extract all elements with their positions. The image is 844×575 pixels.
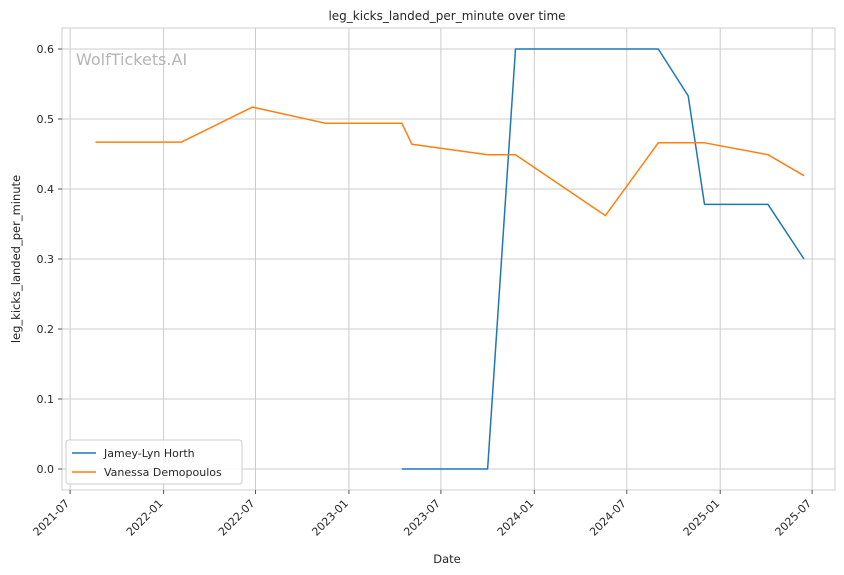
x-tick-label: 2022-07 [216, 497, 258, 539]
x-tick-label: 2024-01 [495, 497, 537, 539]
x-tick-labels: 2021-07 2022-01 2022-07 2023-01 2023-07 2024-… [31, 490, 815, 539]
legend-label-series-1: Vanessa Demopoulos [104, 466, 222, 479]
legend-box [65, 439, 243, 485]
series-layer [95, 48, 805, 470]
chart-title: leg_kicks_landed_per_minute over time [328, 9, 565, 23]
x-tick-label: 2023-07 [401, 497, 443, 539]
y-tick-label: 0.2 [37, 323, 55, 336]
x-tick-label: 2025-01 [681, 497, 723, 539]
x-tick-label: 2024-07 [587, 497, 629, 539]
y-tick-labels: 0.0 0.1 0.2 0.3 0.4 0.5 0.6 [37, 43, 62, 476]
y-tick-label: 0.1 [37, 393, 55, 406]
x-axis-label: Date [433, 552, 461, 566]
x-tick-label: 2022-01 [124, 497, 166, 539]
x-tick-label: 2025-07 [773, 497, 815, 539]
y-tick-label: 0.6 [37, 43, 55, 56]
y-tick-label: 0.5 [37, 113, 55, 126]
x-tick-label: 2023-01 [309, 497, 351, 539]
legend-label-series-0: Jamey-Lyn Horth [103, 447, 195, 460]
y-tick-label: 0.3 [37, 253, 55, 266]
watermark: WolfTickets.AI [76, 50, 187, 69]
y-tick-label: 0.0 [37, 463, 55, 476]
y-tick-label: 0.4 [37, 183, 55, 196]
x-tick-label: 2021-07 [31, 497, 73, 539]
series-line-0 [401, 48, 805, 470]
series-line-1 [95, 106, 805, 217]
legend: Jamey-Lyn Horth Vanessa Demopoulos [65, 439, 243, 485]
y-axis-label: leg_kicks_landed_per_minute [9, 175, 23, 343]
